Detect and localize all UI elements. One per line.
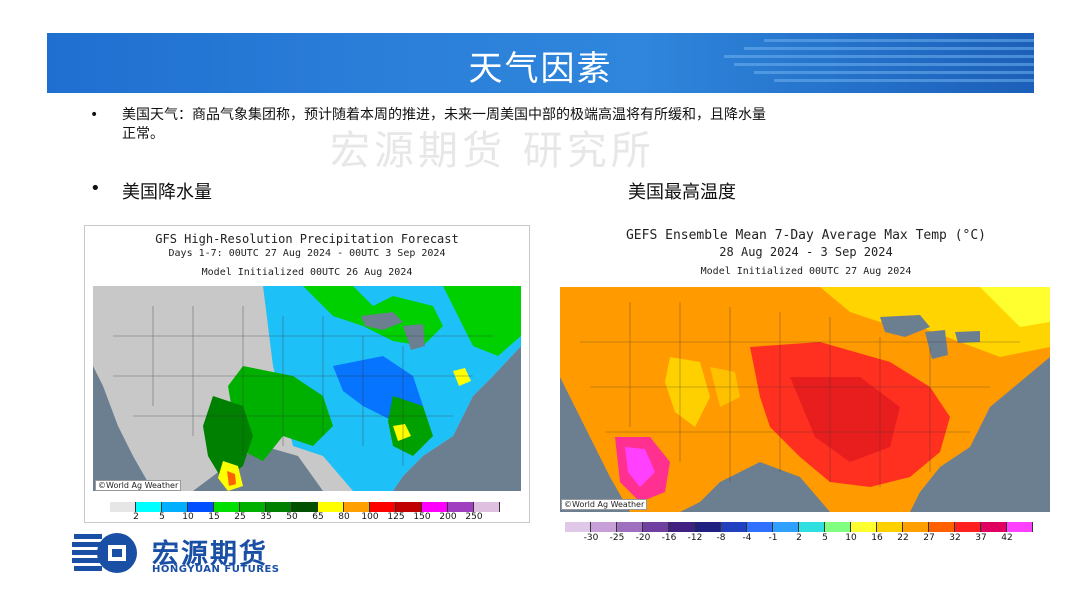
legend-label: 125 — [387, 512, 405, 522]
legend-swatch — [370, 502, 396, 512]
legend-swatch — [1007, 522, 1033, 532]
temp-legend-bar — [565, 522, 1033, 532]
logo-english-name: HONGYUAN FUTURES — [152, 564, 280, 575]
legend-label: 27 — [923, 533, 935, 543]
logo-chinese-name: 宏源期货 — [152, 539, 268, 570]
legend-swatch — [266, 502, 292, 512]
legend-label: 200 — [439, 512, 457, 522]
legend-swatch — [877, 522, 903, 532]
legend-swatch — [747, 522, 773, 532]
legend-label: -25 — [609, 533, 625, 543]
precip-heading-label: 美国降水量 — [122, 182, 212, 203]
legend-swatch — [162, 502, 188, 512]
temp-map-title: GEFS Ensemble Mean 7-Day Average Max Tem… — [625, 228, 987, 243]
legend-label: -4 — [742, 533, 752, 543]
precip-map-image — [93, 286, 521, 491]
legend-swatch — [773, 522, 799, 532]
precip-heading: • 美国降水量 — [90, 178, 212, 204]
legend-label: -20 — [635, 533, 651, 543]
legend-swatch — [565, 522, 591, 532]
precip-map-credit: ©World Ag Weather — [95, 480, 182, 491]
legend-label: 10 — [845, 533, 857, 543]
legend-label: -1 — [768, 533, 778, 543]
temp-map-dates: 28 Aug 2024 - 3 Sep 2024 — [719, 245, 893, 259]
legend-swatch — [955, 522, 981, 532]
watermark-text: 宏源期货 研究所 — [330, 128, 655, 174]
legend-label: -16 — [661, 533, 677, 543]
legend-swatch — [344, 502, 370, 512]
precip-map-panel: GFS High-Resolution Precipitation Foreca… — [84, 225, 530, 523]
legend-label: 50 — [286, 512, 298, 522]
temp-map-credit: ©World Ag Weather — [561, 499, 648, 510]
legend-swatch — [695, 522, 721, 532]
legend-label: 2 — [796, 533, 802, 543]
legend-label: 25 — [234, 512, 246, 522]
legend-swatch — [240, 502, 266, 512]
legend-label: 16 — [871, 533, 883, 543]
banner-stripes — [724, 39, 1034, 82]
legend-swatch — [981, 522, 1007, 532]
legend-swatch — [591, 522, 617, 532]
legend-swatch — [721, 522, 747, 532]
temp-legend-labels: -30 -25 -20 -16 -12 -8 -4 -1 2 5 10 16 22 27 32 37 42 — [565, 533, 1045, 545]
page-title: 天气因素 — [468, 49, 613, 89]
summary-line-1: 美国天气：商品气象集团称，预计随着本周的推进，未来一周美国中部的极端高温将有所缓… — [122, 107, 766, 123]
precip-map-title: GFS High-Resolution Precipitation Foreca… — [155, 232, 459, 246]
summary-line-2: 正常。 — [122, 126, 164, 142]
legend-swatch — [617, 522, 643, 532]
weather-summary-bullet: • 美国天气：商品气象集团称，预计随着本周的推进，未来一周美国中部的极端高温将有… — [90, 106, 910, 144]
legend-label: 100 — [361, 512, 379, 522]
legend-swatch — [110, 502, 136, 512]
legend-swatch — [318, 502, 344, 512]
legend-swatch — [396, 502, 422, 512]
bullet-marker: • — [90, 178, 101, 199]
legend-label: 10 — [182, 512, 194, 522]
precip-map-dates: Days 1-7: 00UTC 27 Aug 2024 - 00UTC 3 Se… — [168, 248, 446, 259]
legend-label: 37 — [975, 533, 987, 543]
precip-map-init: Model Initialized 00UTC 26 Aug 2024 — [201, 267, 413, 278]
legend-swatch — [643, 522, 669, 532]
legend-swatch — [474, 502, 500, 512]
legend-label: 2 — [133, 512, 139, 522]
legend-label: -8 — [716, 533, 726, 543]
legend-label: 150 — [413, 512, 431, 522]
legend-label: 80 — [338, 512, 350, 522]
legend-label: 15 — [208, 512, 220, 522]
logo-emblem-icon — [72, 533, 137, 573]
legend-label: 5 — [159, 512, 165, 522]
legend-label: 65 — [312, 512, 324, 522]
legend-label: 22 — [897, 533, 909, 543]
legend-label: -12 — [687, 533, 703, 543]
temp-heading: 美国最高温度 — [628, 182, 736, 203]
legend-swatch — [422, 502, 448, 512]
legend-label: -30 — [583, 533, 599, 543]
legend-swatch — [292, 502, 318, 512]
temp-map-image — [560, 287, 1050, 512]
legend-swatch — [136, 502, 162, 512]
legend-swatch — [851, 522, 877, 532]
legend-label: 5 — [822, 533, 828, 543]
legend-swatch — [214, 502, 240, 512]
legend-label: 35 — [260, 512, 272, 522]
legend-swatch — [929, 522, 955, 532]
legend-swatch — [448, 502, 474, 512]
company-logo: 宏源期货 HONGYUAN FUTURES — [72, 528, 312, 578]
legend-swatch — [903, 522, 929, 532]
temp-map-panel: GEFS Ensemble Mean 7-Day Average Max Tem… — [557, 222, 1055, 545]
legend-label: 42 — [1001, 533, 1013, 543]
temp-map-init: Model Initialized 00UTC 27 Aug 2024 — [700, 266, 912, 277]
title-banner: 天气因素 — [47, 33, 1034, 93]
precip-legend-labels: 2 5 10 15 25 35 50 65 80 100 125 150 200 250 — [110, 512, 490, 524]
legend-label: 32 — [949, 533, 961, 543]
legend-swatch — [669, 522, 695, 532]
legend-swatch — [188, 502, 214, 512]
legend-label: 250 — [465, 512, 483, 522]
precip-legend-bar — [110, 502, 500, 512]
bullet-marker: • — [90, 107, 99, 123]
legend-swatch — [825, 522, 851, 532]
legend-swatch — [799, 522, 825, 532]
